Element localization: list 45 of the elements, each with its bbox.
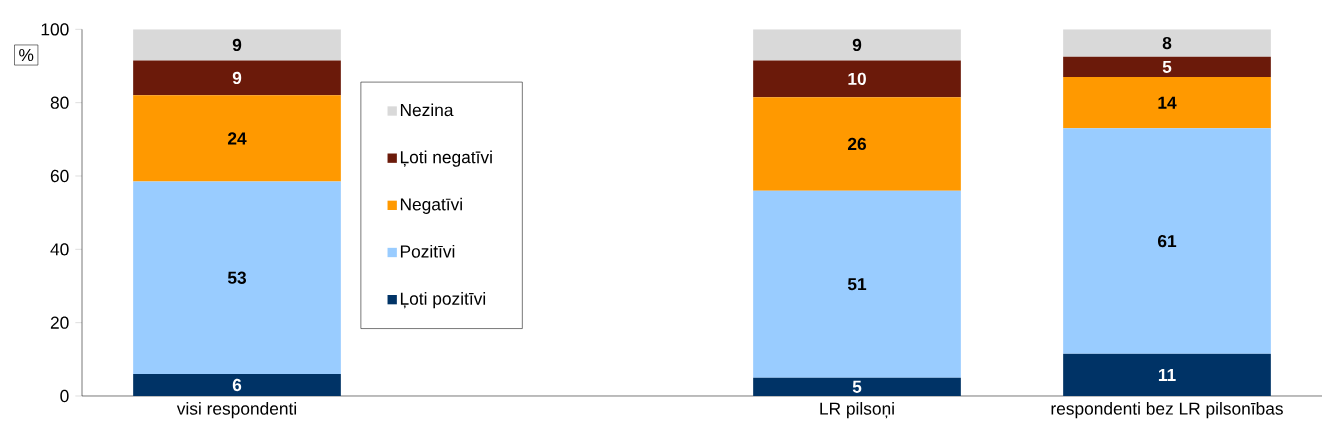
x-tick-label: respondenti bez LR pilsonības xyxy=(1051,402,1283,419)
legend-label: Ļoti pozitīvi xyxy=(400,292,486,309)
data-label: 51 xyxy=(847,278,867,291)
data-label: 6 xyxy=(232,378,242,392)
data-label: 61 xyxy=(1157,234,1177,248)
bar xyxy=(753,377,961,396)
bar xyxy=(1063,29,1271,57)
legend-label: Pozitīvi xyxy=(400,244,455,258)
bar xyxy=(753,97,961,191)
bar xyxy=(1063,77,1271,129)
bar xyxy=(753,29,961,61)
data-label: 9 xyxy=(232,38,242,52)
y-axis-title: % xyxy=(19,48,34,62)
y-tick-label: 0 xyxy=(60,389,69,403)
data-label: 53 xyxy=(227,271,247,284)
bar xyxy=(1063,128,1271,354)
data-label: 24 xyxy=(227,132,247,145)
bar xyxy=(1063,353,1271,396)
y-tick-label: 100 xyxy=(41,23,69,36)
data-label: 26 xyxy=(847,137,867,151)
bar xyxy=(133,95,341,182)
bar xyxy=(1063,56,1271,77)
data-label: 9 xyxy=(852,38,862,52)
bar xyxy=(753,60,961,98)
y-tick-label: 40 xyxy=(50,243,69,256)
legend-label: Nezina xyxy=(400,103,454,117)
bar xyxy=(133,374,341,396)
data-label: 5 xyxy=(1162,60,1172,73)
bar xyxy=(133,60,341,96)
bar xyxy=(133,181,341,374)
data-label: 11 xyxy=(1158,368,1176,381)
y-tick-label: 60 xyxy=(50,169,69,183)
x-tick-label: visi respondenti xyxy=(176,402,297,419)
data-label: 9 xyxy=(232,71,242,85)
y-tick-label: 80 xyxy=(50,96,69,109)
data-label: 8 xyxy=(1162,36,1172,50)
data-label: 5 xyxy=(852,380,862,393)
data-label: 10 xyxy=(848,72,866,85)
bar xyxy=(133,29,341,61)
data-label: 14 xyxy=(1158,96,1177,109)
bar xyxy=(753,190,961,378)
x-tick-label: LR pilsoņi xyxy=(820,402,894,419)
y-tick-label: 20 xyxy=(50,316,69,329)
legend-label: Negatīvi xyxy=(400,197,462,214)
legend-label: Ļoti negatīvi xyxy=(400,150,492,167)
